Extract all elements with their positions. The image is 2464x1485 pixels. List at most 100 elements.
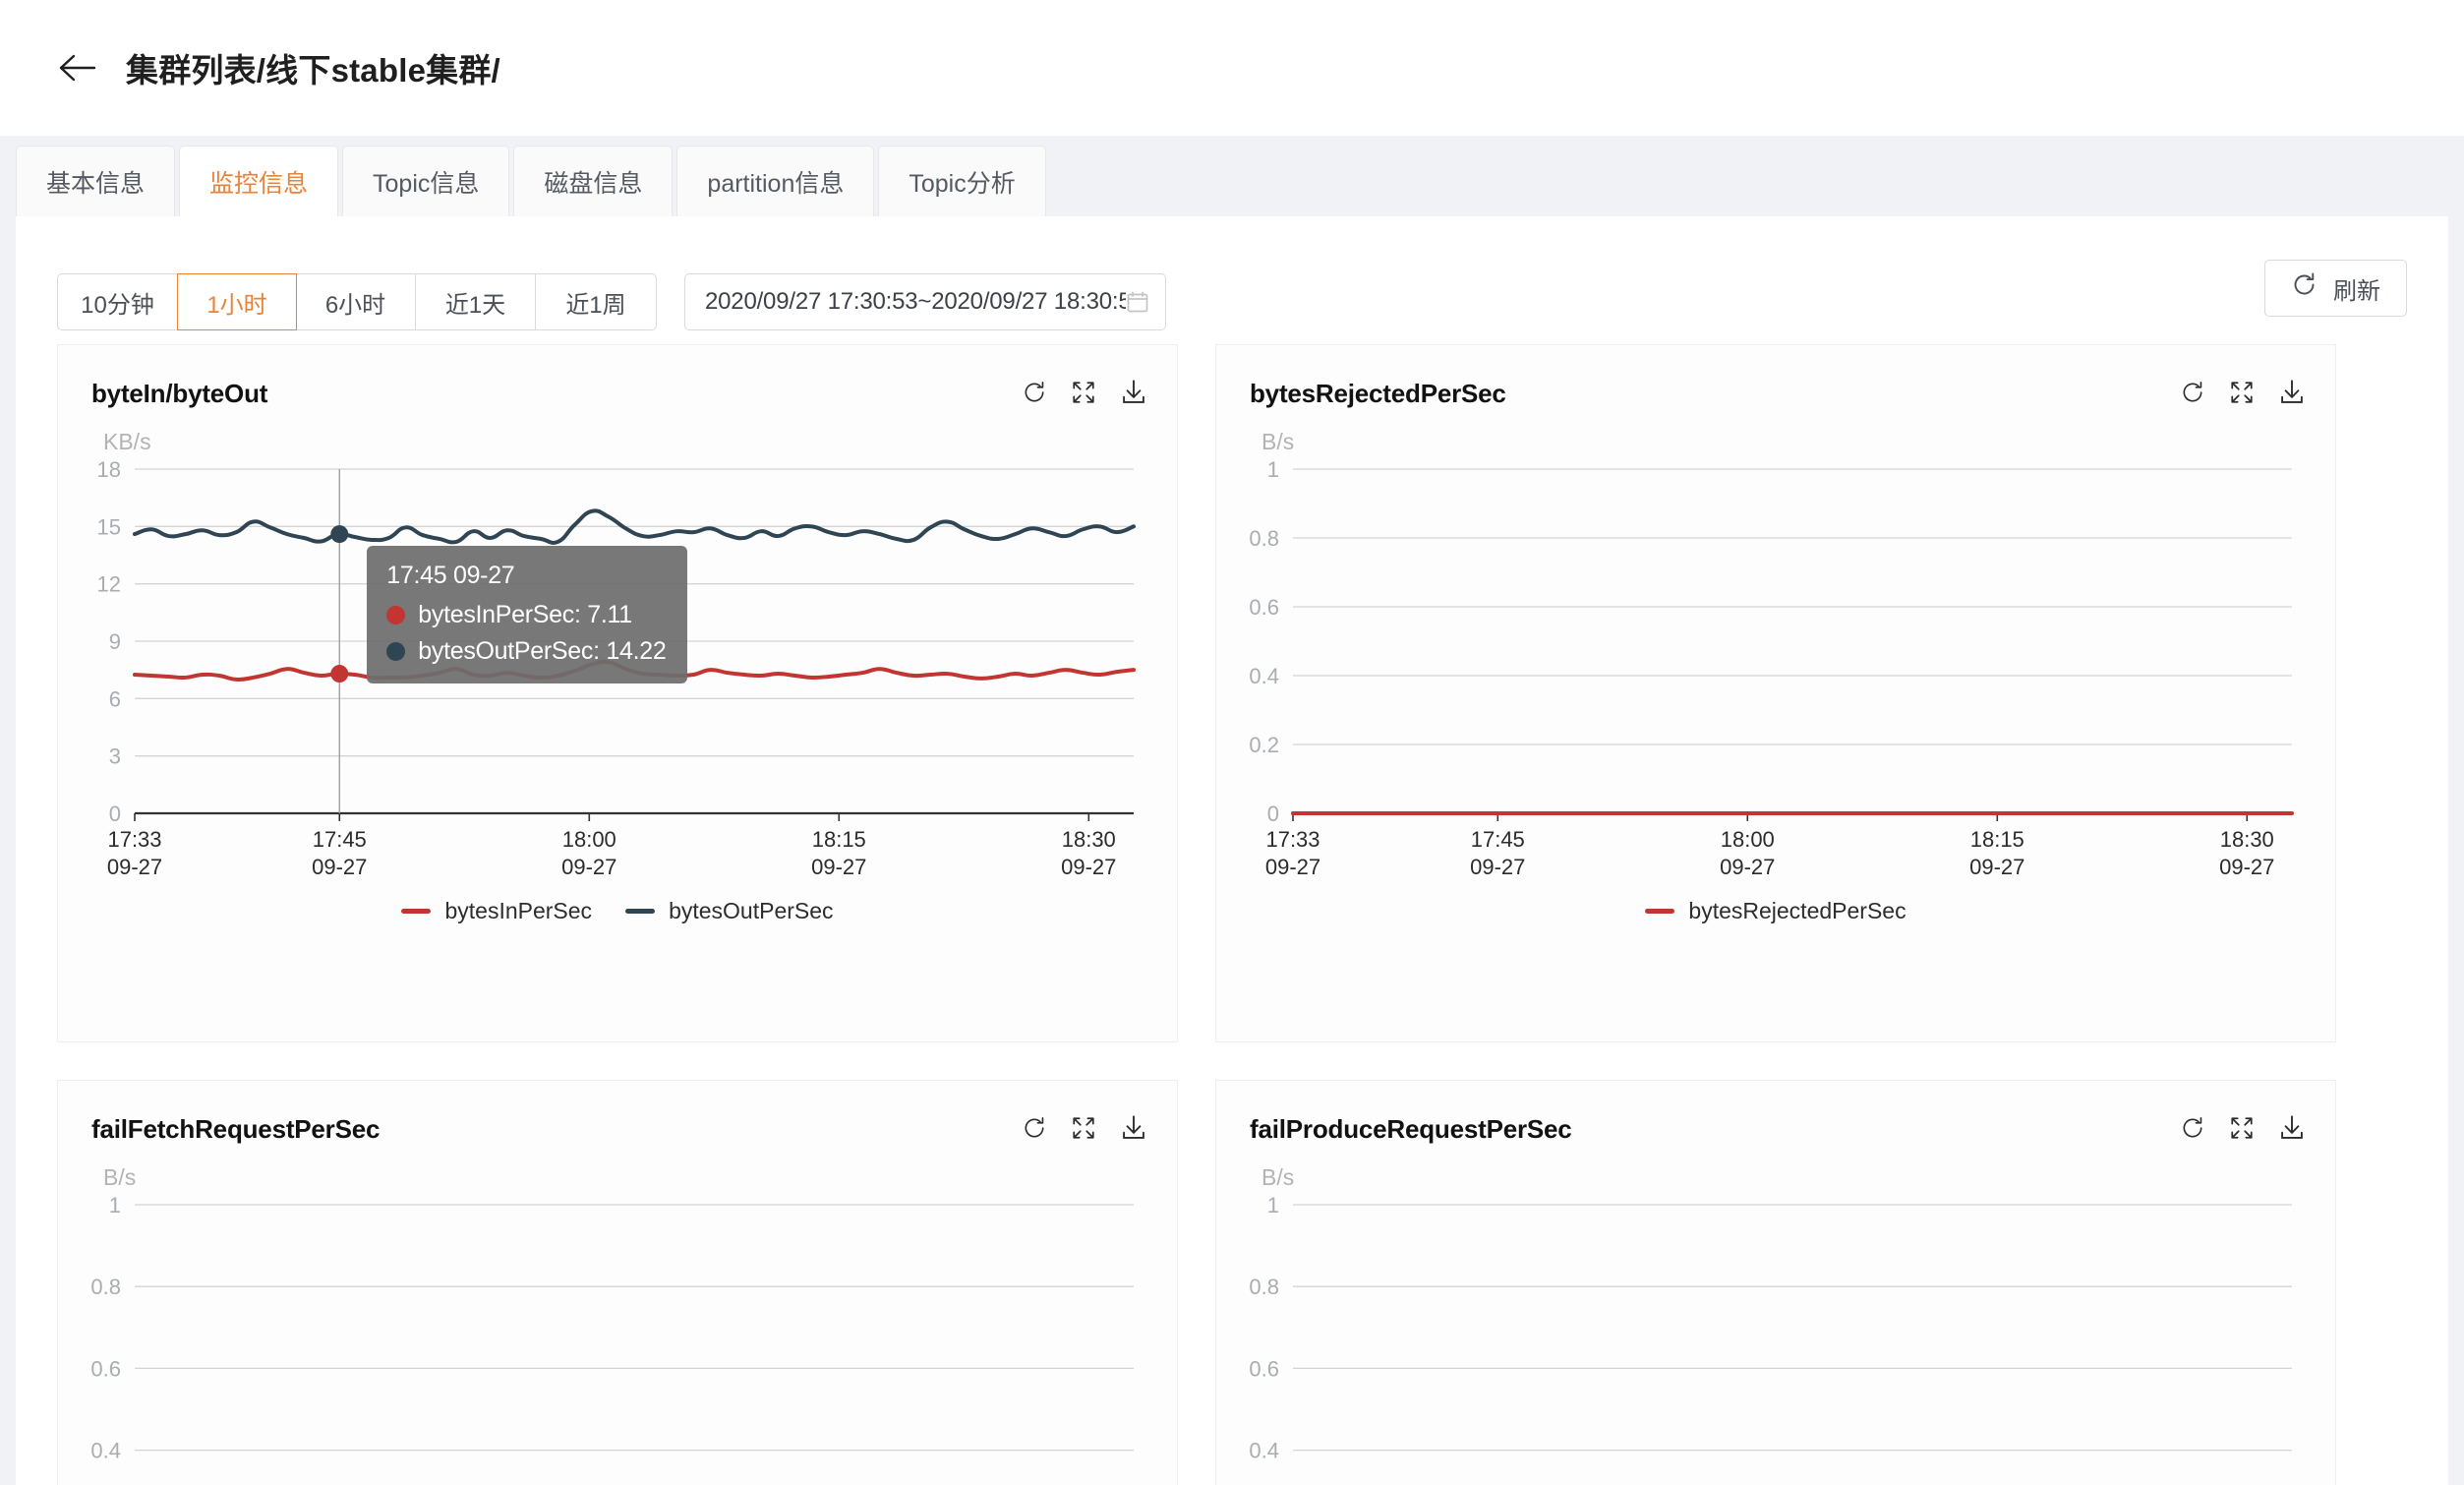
svg-text:12: 12: [97, 572, 121, 597]
chart-download-icon[interactable]: [2278, 1114, 2306, 1142]
card-header: bytesRejectedPerSec: [1216, 345, 2335, 409]
range-10min[interactable]: 10分钟: [58, 274, 178, 329]
chart-expand-icon[interactable]: [2229, 380, 2255, 405]
card-actions: [1022, 1114, 1147, 1142]
svg-text:09-27: 09-27: [561, 855, 616, 879]
range-1hour[interactable]: 1小时: [177, 273, 297, 330]
legend-item[interactable]: bytesOutPerSec: [625, 898, 834, 924]
date-range-value: 2020/09/27 17:30:53~2020/09/27 18:30:53: [705, 288, 1126, 315]
legend-item[interactable]: bytesRejectedPerSec: [1645, 898, 1907, 924]
chart-download-icon[interactable]: [2278, 379, 2306, 406]
plot-area: 00.20.40.60.81: [1216, 1191, 2335, 1485]
svg-text:17:33: 17:33: [1265, 827, 1320, 852]
svg-text:0.6: 0.6: [1249, 1356, 1279, 1381]
card-actions: [2180, 379, 2306, 406]
card-actions: [1022, 379, 1147, 406]
legend-swatch: [401, 909, 432, 914]
svg-text:0.2: 0.2: [1249, 733, 1279, 757]
svg-text:17:45: 17:45: [1471, 827, 1525, 852]
range-1day[interactable]: 近1天: [416, 274, 536, 329]
legend-item[interactable]: bytesInPerSec: [401, 898, 592, 924]
chart-card-bytein-byteout: byteIn/byteOut: [57, 344, 1178, 1042]
chart-refresh-icon[interactable]: [2180, 380, 2205, 405]
svg-text:18:15: 18:15: [1970, 827, 2024, 852]
chart-download-icon[interactable]: [1120, 379, 1147, 406]
legend-label: bytesInPerSec: [444, 898, 593, 923]
date-range-picker[interactable]: 2020/09/27 17:30:53~2020/09/27 18:30:53: [684, 273, 1166, 330]
svg-text:18:15: 18:15: [812, 827, 866, 852]
chart-expand-icon[interactable]: [2229, 1115, 2255, 1141]
chart-card-failproducerequestpersec: failProduceRequestPerSec: [1215, 1080, 2336, 1485]
plot-area: 0 3 6 9 12 15 18 17:33 09-27 17:45 09-27 18:00 09-27…: [58, 455, 1177, 888]
toolbar: 10分钟 1小时 6小时 近1天 近1周 2020/09/27 17:30:53…: [16, 216, 2448, 344]
range-1week[interactable]: 近1周: [536, 274, 656, 329]
card-header: failFetchRequestPerSec: [58, 1081, 1177, 1145]
svg-text:09-27: 09-27: [1265, 855, 1320, 879]
svg-text:09-27: 09-27: [1061, 855, 1116, 879]
chart-unit: B/s: [103, 1164, 137, 1190]
chart-svg[interactable]: 00.20.40.60.81: [58, 1191, 1149, 1485]
chart-unit: B/s: [1261, 1164, 1295, 1190]
svg-text:17:45: 17:45: [313, 827, 367, 852]
svg-text:09-27: 09-27: [2219, 855, 2274, 879]
chart-title: bytesRejectedPerSec: [1250, 379, 1506, 408]
svg-text:0.8: 0.8: [1249, 1275, 1279, 1299]
card-header: byteIn/byteOut: [58, 345, 1177, 409]
chart-expand-icon[interactable]: [1071, 380, 1096, 405]
svg-text:09-27: 09-27: [1720, 855, 1775, 879]
svg-text:0.8: 0.8: [1249, 526, 1279, 551]
svg-text:0.4: 0.4: [1249, 1439, 1279, 1463]
svg-text:6: 6: [109, 686, 121, 711]
plot-area: 00.20.40.60.81: [58, 1191, 1177, 1485]
svg-text:15: 15: [97, 514, 121, 539]
calendar-icon: [1126, 290, 1149, 314]
svg-text:0.4: 0.4: [90, 1439, 121, 1463]
chart-unit: B/s: [1261, 429, 1295, 454]
chart-svg[interactable]: 00.20.40.60.81: [1216, 1191, 2308, 1485]
chart-title: failFetchRequestPerSec: [91, 1114, 381, 1144]
svg-text:1: 1: [109, 1193, 121, 1218]
legend-label: bytesRejectedPerSec: [1688, 898, 1907, 923]
chart-grid: byteIn/byteOut: [16, 344, 2448, 1485]
svg-text:0.6: 0.6: [1249, 595, 1279, 620]
legend-label: bytesOutPerSec: [669, 898, 834, 923]
tab-partition-info[interactable]: partition信息: [676, 146, 875, 216]
svg-text:18:00: 18:00: [562, 827, 616, 852]
svg-text:09-27: 09-27: [1969, 855, 2024, 879]
tab-topic-info[interactable]: Topic信息: [342, 146, 510, 216]
svg-text:0.8: 0.8: [90, 1275, 121, 1299]
chart-card-bytesrejectedpersec: bytesRejectedPerSec: [1215, 344, 2336, 1042]
content-panel: 10分钟 1小时 6小时 近1天 近1周 2020/09/27 17:30:53…: [16, 216, 2448, 1485]
tab-monitor-info[interactable]: 监控信息: [179, 146, 339, 216]
svg-text:17:33: 17:33: [107, 827, 161, 852]
tab-basic-info[interactable]: 基本信息: [16, 146, 176, 216]
svg-text:09-27: 09-27: [1470, 855, 1525, 879]
svg-text:3: 3: [109, 744, 121, 769]
time-range-group: 10分钟 1小时 6小时 近1天 近1周: [57, 273, 657, 330]
plot-area: 0 0.2 0.4 0.6 0.8 1 17:33 09-27 17:45 09-27 18:00 0…: [1216, 455, 2335, 888]
chart-expand-icon[interactable]: [1071, 1115, 1096, 1141]
page-header: 集群列表/线下stable集群/: [0, 0, 2464, 136]
refresh-label: 刷新: [2333, 277, 2380, 305]
chart-svg[interactable]: 0 3 6 9 12 15 18 17:33 09-27 17:45 09-27 18:00 09-27…: [58, 455, 1149, 888]
chart-unit: KB/s: [103, 429, 151, 454]
refresh-button[interactable]: 刷新: [2264, 260, 2407, 317]
tab-topic-analysis[interactable]: Topic分析: [878, 146, 1046, 216]
svg-text:0.6: 0.6: [90, 1356, 121, 1381]
chart-download-icon[interactable]: [1120, 1114, 1147, 1142]
back-button[interactable]: [55, 45, 100, 90]
tab-bar: 基本信息 监控信息 Topic信息 磁盘信息 partition信息 Topic…: [0, 136, 2464, 216]
arrow-left-icon: [59, 53, 96, 83]
chart-svg[interactable]: 0 0.2 0.4 0.6 0.8 1 17:33 09-27 17:45 09-27 18:00 0…: [1216, 455, 2308, 888]
svg-text:0.4: 0.4: [1249, 664, 1279, 688]
refresh-icon: [2291, 271, 2317, 305]
chart-refresh-icon[interactable]: [2180, 1115, 2205, 1141]
chart-refresh-icon[interactable]: [1022, 380, 1047, 405]
range-6hour[interactable]: 6小时: [296, 274, 416, 329]
tab-disk-info[interactable]: 磁盘信息: [513, 146, 674, 216]
chart-refresh-icon[interactable]: [1022, 1115, 1047, 1141]
svg-text:18:30: 18:30: [2220, 827, 2274, 852]
chart-card-failfetchrequestpersec: failFetchRequestPerSec: [57, 1080, 1178, 1485]
svg-text:09-27: 09-27: [811, 855, 866, 879]
legend-swatch: [625, 909, 656, 914]
